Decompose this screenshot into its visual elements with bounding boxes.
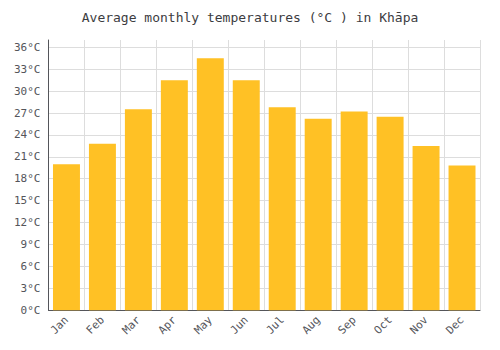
svg-text:Apr: Apr xyxy=(156,313,179,336)
svg-text:3°C: 3°C xyxy=(21,282,41,295)
svg-text:May: May xyxy=(192,313,215,336)
svg-text:18°C: 18°C xyxy=(14,172,41,185)
svg-text:12°C: 12°C xyxy=(14,216,41,229)
svg-text:27°C: 27°C xyxy=(14,107,41,120)
svg-text:6°C: 6°C xyxy=(21,260,41,273)
svg-text:30°C: 30°C xyxy=(14,85,41,98)
svg-text:Sep: Sep xyxy=(336,314,359,337)
svg-text:Nov: Nov xyxy=(407,313,430,336)
svg-text:0°C: 0°C xyxy=(21,304,41,317)
svg-text:Oct: Oct xyxy=(371,314,394,337)
svg-text:33°C: 33°C xyxy=(14,63,41,76)
svg-text:15°C: 15°C xyxy=(14,194,41,207)
svg-text:Jul: Jul xyxy=(264,314,287,337)
svg-text:Feb: Feb xyxy=(84,314,107,337)
svg-text:Aug: Aug xyxy=(300,314,323,337)
svg-text:Jan: Jan xyxy=(48,314,71,337)
svg-text:9°C: 9°C xyxy=(21,238,41,251)
svg-text:Mar: Mar xyxy=(120,313,143,336)
svg-text:Average monthly temperatures (: Average monthly temperatures (°C ) in Kh… xyxy=(82,10,419,25)
svg-text:36°C: 36°C xyxy=(14,41,41,54)
svg-text:Dec: Dec xyxy=(443,314,466,337)
svg-text:24°C: 24°C xyxy=(14,128,41,141)
svg-text:Jun: Jun xyxy=(228,314,251,337)
svg-text:21°C: 21°C xyxy=(14,150,41,163)
